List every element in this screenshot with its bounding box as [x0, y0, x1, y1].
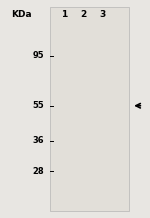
Text: 1: 1	[61, 10, 67, 19]
Text: KDa: KDa	[11, 10, 31, 19]
Text: 95: 95	[33, 51, 44, 60]
Text: 36: 36	[33, 136, 44, 145]
Text: 28: 28	[33, 167, 44, 176]
Text: 3: 3	[100, 10, 106, 19]
Text: 55: 55	[33, 101, 44, 110]
Bar	[50, 7, 129, 211]
Text: 2: 2	[80, 10, 86, 19]
